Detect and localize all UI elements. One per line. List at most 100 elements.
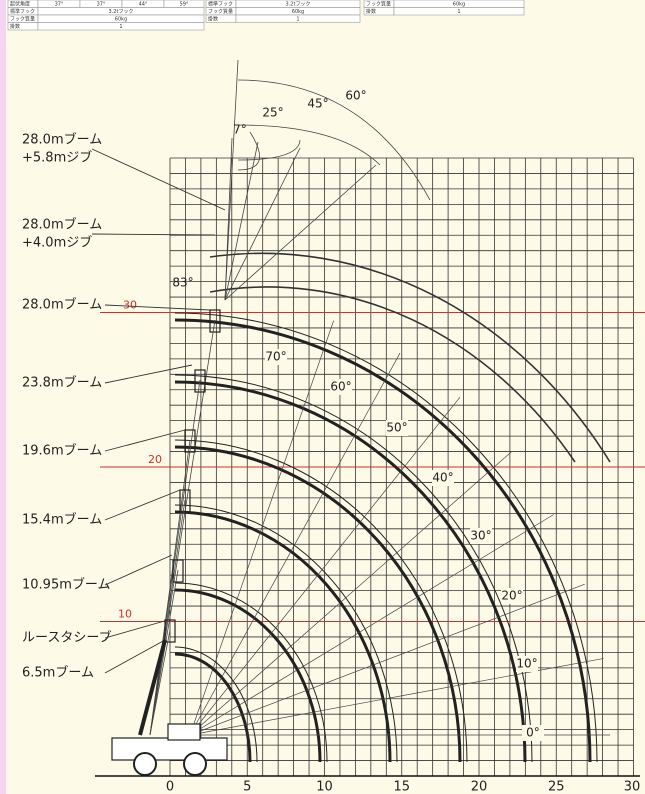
jib-angle: 7° [233, 123, 247, 137]
table-text: 1 [457, 9, 460, 15]
boom-angle: 20° [501, 589, 522, 603]
table-text: 1 [119, 24, 122, 30]
x-tick-label: 10 [316, 780, 333, 794]
jib-angle-arc [237, 124, 381, 166]
boom-label: 6.5mブーム [22, 665, 94, 681]
range-arc [174, 312, 598, 763]
table-text: 掛数 [366, 8, 376, 15]
boom [149, 499, 186, 736]
boom-label: 28.0mブーム [22, 132, 102, 148]
jib-angle: 45° [307, 97, 328, 111]
boom-label: 19.6mブーム [22, 443, 102, 459]
table-text: 60kg [453, 1, 465, 7]
boom-label: 23.8mブーム [22, 375, 102, 391]
table-cell [393, 7, 525, 16]
table-text: 60kg [115, 16, 127, 22]
angle-ray [189, 451, 512, 736]
boom-head [184, 429, 196, 453]
range-arc [174, 588, 322, 763]
boom-head [164, 619, 176, 643]
range-arc [174, 652, 252, 763]
table-text: フック質量 [366, 0, 391, 7]
range-arc [174, 510, 392, 763]
x-tick-label: 30 [624, 780, 641, 794]
boom-head [172, 559, 184, 583]
table-text: 37° [97, 1, 106, 7]
boom-angle: 70° [265, 350, 286, 364]
height-label: 20 [148, 453, 162, 466]
table-text: フック質量 [208, 8, 233, 15]
leader-line [104, 619, 169, 639]
table-cell [37, 22, 205, 31]
range-arc [174, 380, 527, 763]
boom-label: 28.0mブーム [22, 217, 102, 233]
angle-bg [432, 470, 454, 486]
table-text: 44° [139, 1, 148, 7]
boom-angle: 40° [432, 471, 453, 485]
leader-line [104, 554, 173, 586]
range-arc [174, 374, 533, 763]
boom-label: +5.8mジブ [22, 150, 92, 166]
angle-ray [189, 396, 461, 736]
boom-head [209, 309, 221, 333]
range-arc [174, 504, 398, 763]
height-label: 10 [118, 608, 132, 621]
jib-ray [224, 147, 301, 301]
angle-ray [189, 583, 585, 736]
angle-ray [189, 514, 554, 736]
boom-label: +4.0mジブ [22, 235, 92, 251]
boom-angle: 10° [516, 657, 537, 671]
table-text: 掛数 [208, 15, 218, 22]
table-text: 3.2tフック [286, 1, 311, 7]
range-arc [174, 318, 592, 763]
x-tick-label: 25 [548, 780, 565, 794]
boom [149, 569, 179, 736]
vertical-ref [224, 59, 239, 301]
x-tick-label: 20 [471, 780, 488, 794]
leader-line [104, 639, 166, 674]
jib-ray [224, 164, 377, 301]
crane-body [111, 737, 228, 761]
crane-wheel [183, 752, 207, 776]
boom-label: 28.0mブーム [22, 297, 102, 313]
table-text: 37° [55, 1, 64, 7]
jib-angle: 25° [262, 106, 283, 120]
table-text: 1 [296, 16, 299, 22]
leader-line [104, 304, 211, 311]
leader-line [104, 489, 181, 521]
table-text: 標準フック [10, 8, 35, 15]
boom [149, 319, 216, 736]
boom [149, 629, 171, 736]
leader-line [104, 429, 186, 452]
range-arc [174, 582, 328, 763]
crane-cab [167, 723, 201, 741]
table-text: 掛数 [10, 23, 20, 30]
boom-head [179, 489, 191, 513]
x-tick-label: 15 [393, 780, 410, 794]
angle-ray [189, 320, 334, 736]
jib-angle-arc [237, 139, 301, 161]
height-label: 30 [123, 299, 137, 312]
x-tick-label: 5 [243, 780, 251, 794]
boom-angle: 50° [386, 421, 407, 435]
boom-head [194, 369, 206, 393]
jib-angle: 60° [345, 89, 366, 103]
angle-ray [189, 658, 604, 736]
angle-bg [330, 379, 352, 395]
angle-ray [189, 352, 401, 736]
jib-arc [209, 252, 611, 463]
range-arc [174, 439, 468, 763]
jib-angle-arc [237, 131, 260, 171]
angle-bg [522, 725, 544, 741]
leader-line [104, 364, 193, 384]
boom-label: ルースタシーブ [22, 630, 112, 646]
angle-bg [501, 588, 523, 604]
angle-bg [265, 349, 287, 365]
table-text: 標準フック [208, 0, 233, 7]
left-strip [0, 0, 6, 794]
jib-arc [209, 286, 576, 463]
boom-angle: 30° [470, 529, 491, 543]
crane-wheel [133, 752, 157, 776]
